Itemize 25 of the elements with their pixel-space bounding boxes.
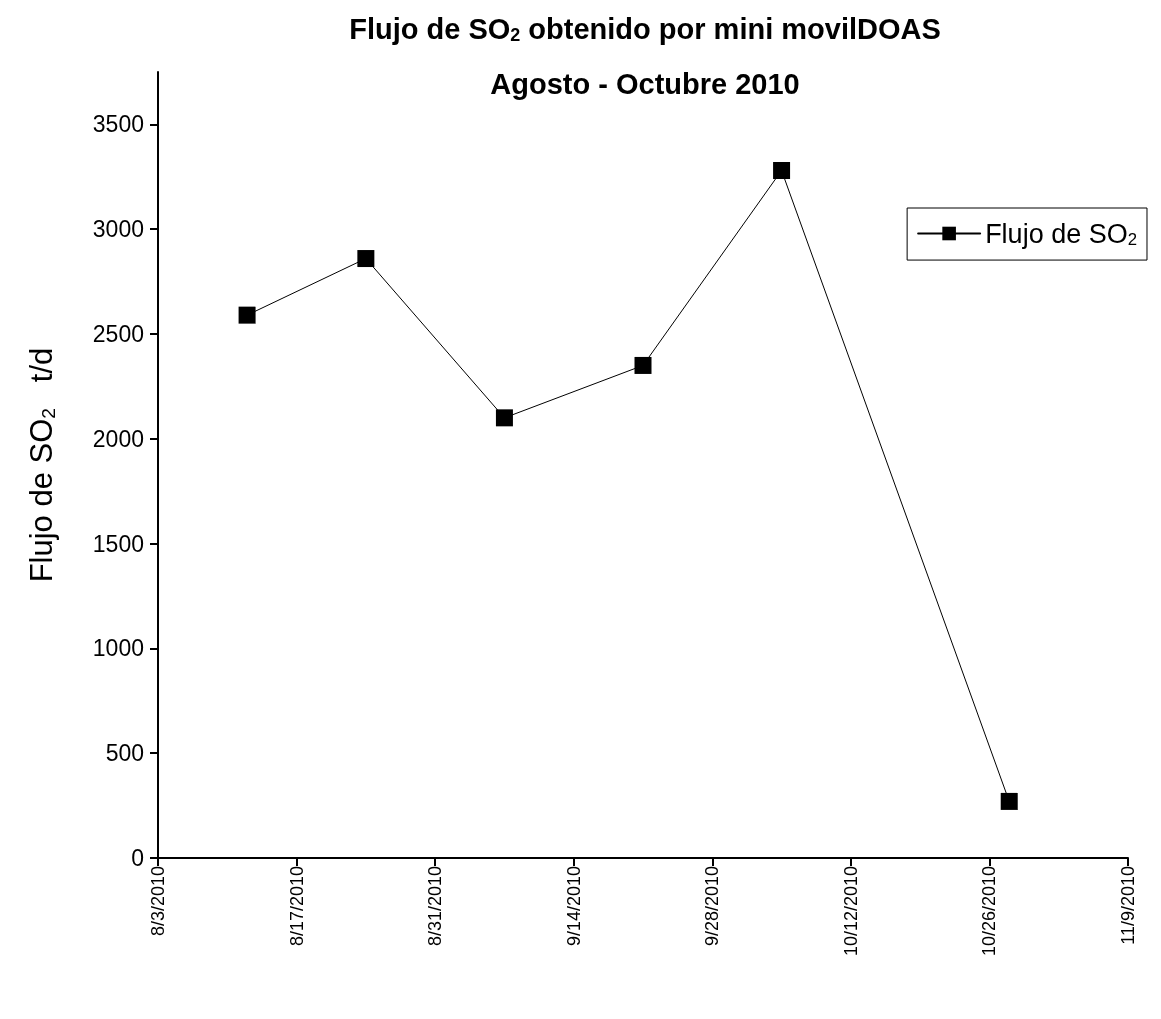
y-tick-label: 1500	[92, 530, 144, 557]
y-tick-label: 1000	[92, 635, 144, 662]
point	[773, 162, 791, 180]
y-tick-label: 2000	[92, 425, 144, 452]
y-tick-label: 500	[105, 740, 144, 767]
x-tick-label: 9/14/2010	[563, 866, 584, 947]
x-tick-label: 11/9/2010	[1118, 866, 1138, 945]
x-tick-label: 10/26/2010	[979, 866, 1000, 957]
x-tick-label: 8/31/2010	[425, 866, 446, 947]
text: Flujo de SO2 t/d	[24, 347, 60, 583]
point	[495, 409, 513, 427]
x-tick-label: 8/17/2010	[286, 866, 307, 947]
y-tick-label: 3000	[92, 216, 144, 243]
point	[238, 306, 256, 324]
chart-title: Flujo de SO2 obtenido por mini movilDOAS	[349, 12, 941, 46]
chart-subtitle: Agosto - Octubre 2010	[490, 67, 800, 100]
x-tick-label: 10/12/2010	[840, 866, 861, 957]
y-tick-label: 2500	[92, 321, 144, 347]
x-tick-label: 9/28/2010	[702, 866, 723, 947]
y-tick-label: 3500	[92, 111, 144, 138]
point	[634, 356, 652, 374]
point	[1000, 792, 1018, 810]
y-tick-label: 0	[131, 845, 144, 871]
x-tick-label: 8/3/2010	[148, 866, 168, 937]
point	[357, 250, 375, 268]
